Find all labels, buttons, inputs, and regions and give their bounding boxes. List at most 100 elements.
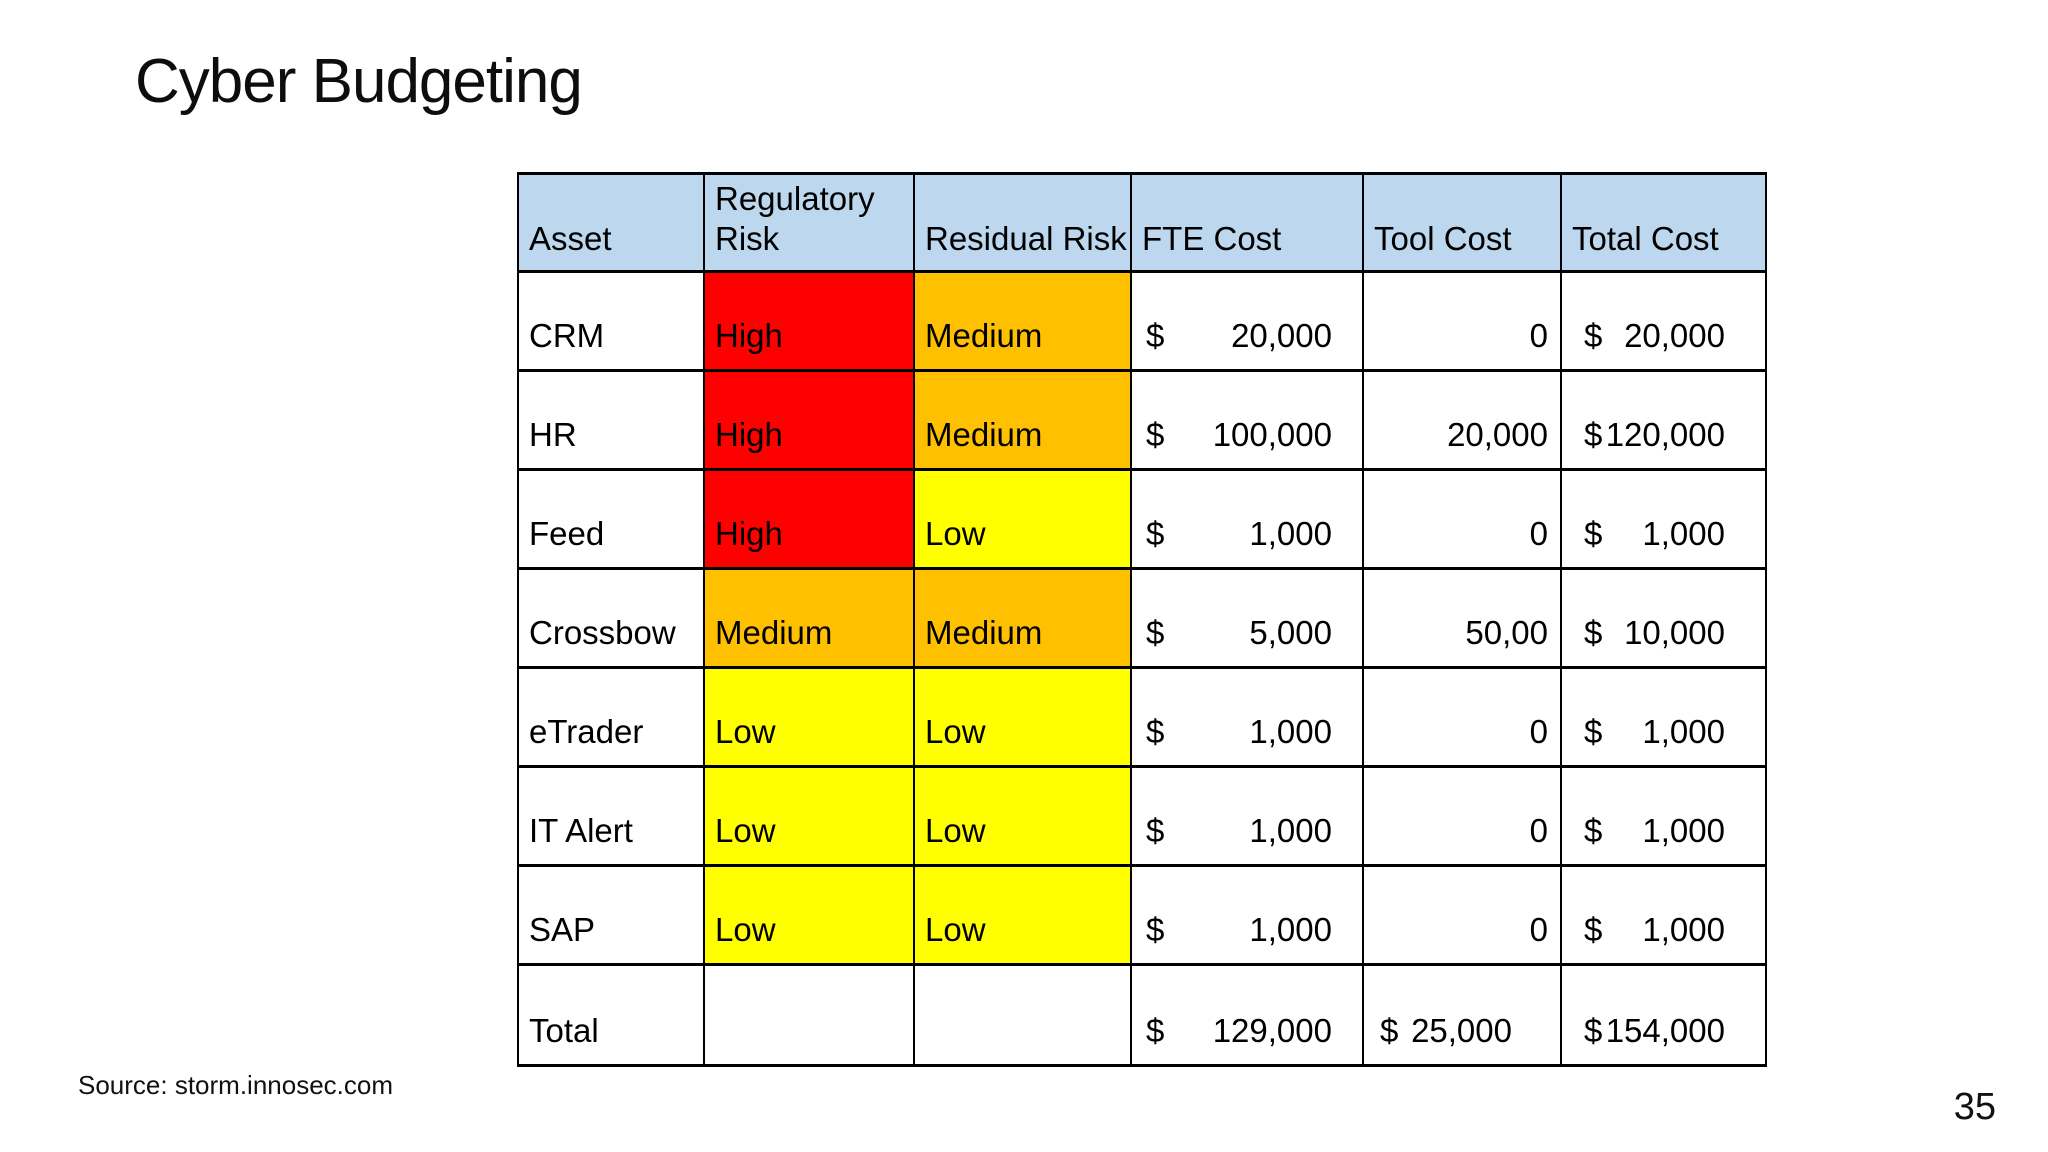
table-row: Feed High Low $ 1,000 0 $ 1,000 [517,468,1767,570]
table-body: CRM High Medium $ 20,000 0 $ 20,000 HR H… [517,270,1767,966]
regulatory-risk-cell: High [703,270,915,372]
fte-cost-cell: $ 1,000 [1130,864,1364,966]
column-header-asset: Asset [517,172,705,273]
empty-regulatory-cell [703,963,915,1067]
residual-risk-cell: Low [913,468,1132,570]
currency-symbol: $ [1146,415,1165,453]
fte-cost-cell: $ 100,000 [1130,369,1364,471]
fte-cost-cell: $ 5,000 [1130,567,1364,669]
fte-cost-value: 100,000 [1212,415,1332,453]
total-tool-cost-value: 25,000 [1411,1011,1512,1049]
fte-cost-value: 1,000 [1249,514,1332,552]
column-header-tool-cost: Tool Cost [1362,172,1562,273]
total-cost-cell: $ 20,000 [1560,270,1767,372]
asset-cell: eTrader [517,666,705,768]
residual-risk-cell: Medium [913,369,1132,471]
regulatory-risk-cell: Low [703,864,915,966]
table-row: SAP Low Low $ 1,000 0 $ 1,000 [517,864,1767,966]
total-total-cost-value: 154,000 [1605,1011,1725,1049]
fte-cost-cell: $ 1,000 [1130,468,1364,570]
tool-cost-cell: 0 [1362,666,1562,768]
table-row: IT Alert Low Low $ 1,000 0 $ 1,000 [517,765,1767,867]
tool-cost-cell: 20,000 [1362,369,1562,471]
budget-table-container: Asset Regulatory Risk Residual Risk FTE … [517,172,1767,1067]
currency-symbol: $ [1584,316,1603,354]
column-header-total-cost: Total Cost [1560,172,1767,273]
regulatory-risk-cell: High [703,369,915,471]
currency-symbol: $ [1146,316,1165,354]
table-row: HR High Medium $ 100,000 20,000 $ 120,00… [517,369,1767,471]
total-tool-cost-cell: $ 25,000 [1362,963,1562,1067]
residual-risk-cell: Low [913,864,1132,966]
residual-risk-cell: Medium [913,567,1132,669]
fte-cost-value: 5,000 [1249,613,1332,651]
fte-cost-cell: $ 20,000 [1130,270,1364,372]
table-row: CRM High Medium $ 20,000 0 $ 20,000 [517,270,1767,372]
residual-risk-cell: Medium [913,270,1132,372]
tool-cost-cell: 0 [1362,468,1562,570]
currency-symbol: $ [1584,811,1603,849]
total-cost-value: 10,000 [1624,613,1725,651]
total-cost-cell: $ 1,000 [1560,666,1767,768]
asset-cell: CRM [517,270,705,372]
total-cost-cell: $ 1,000 [1560,864,1767,966]
tool-cost-cell: 0 [1362,765,1562,867]
asset-cell: Crossbow [517,567,705,669]
total-cost-value: 20,000 [1624,316,1725,354]
regulatory-risk-cell: Medium [703,567,915,669]
tool-cost-cell: 0 [1362,864,1562,966]
table-row: Crossbow Medium Medium $ 5,000 50,00 $ 1… [517,567,1767,669]
total-cost-value: 120,000 [1605,415,1725,453]
currency-symbol: $ [1380,1011,1399,1049]
currency-symbol: $ [1584,415,1603,453]
total-total-cost-cell: $ 154,000 [1560,963,1767,1067]
currency-symbol: $ [1146,910,1165,948]
asset-cell: Feed [517,468,705,570]
column-header-regulatory-risk: Regulatory Risk [703,172,915,273]
total-cost-cell: $ 120,000 [1560,369,1767,471]
table-footer: Total $ 129,000 $ 25,000 [517,963,1767,1067]
total-cost-value: 1,000 [1642,712,1725,750]
asset-cell: HR [517,369,705,471]
fte-cost-cell: $ 1,000 [1130,666,1364,768]
currency-symbol: $ [1146,514,1165,552]
asset-cell: SAP [517,864,705,966]
regulatory-risk-cell: High [703,468,915,570]
column-header-fte-cost: FTE Cost [1130,172,1364,273]
total-cost-cell: $ 10,000 [1560,567,1767,669]
fte-cost-value: 20,000 [1231,316,1332,354]
regulatory-risk-cell: Low [703,666,915,768]
total-cost-cell: $ 1,000 [1560,468,1767,570]
empty-residual-cell [913,963,1132,1067]
fte-cost-value: 1,000 [1249,910,1332,948]
currency-symbol: $ [1584,910,1603,948]
currency-symbol: $ [1584,613,1603,651]
page-number: 35 [1953,1086,1996,1128]
tool-cost-cell: 0 [1362,270,1562,372]
total-cost-value: 1,000 [1642,514,1725,552]
budget-table: Asset Regulatory Risk Residual Risk FTE … [517,172,1767,1067]
currency-symbol: $ [1584,712,1603,750]
asset-cell: IT Alert [517,765,705,867]
fte-cost-value: 1,000 [1249,811,1332,849]
currency-symbol: $ [1146,613,1165,651]
total-label-cell: Total [517,963,705,1067]
regulatory-risk-cell: Low [703,765,915,867]
source-note: Source: storm.innosec.com [78,1070,394,1100]
currency-symbol: $ [1146,811,1165,849]
column-header-residual-risk: Residual Risk [913,172,1132,273]
residual-risk-cell: Low [913,765,1132,867]
total-cost-cell: $ 1,000 [1560,765,1767,867]
residual-risk-cell: Low [913,666,1132,768]
fte-cost-cell: $ 1,000 [1130,765,1364,867]
fte-cost-value: 1,000 [1249,712,1332,750]
total-row: Total $ 129,000 $ 25,000 [517,963,1767,1067]
table-header: Asset Regulatory Risk Residual Risk FTE … [517,172,1767,273]
currency-symbol: $ [1584,514,1603,552]
total-fte-cost-cell: $ 129,000 [1130,963,1364,1067]
currency-symbol: $ [1146,712,1165,750]
tool-cost-cell: 50,00 [1362,567,1562,669]
total-cost-value: 1,000 [1642,811,1725,849]
total-fte-cost-value: 129,000 [1212,1011,1332,1049]
currency-symbol: $ [1146,1011,1165,1049]
